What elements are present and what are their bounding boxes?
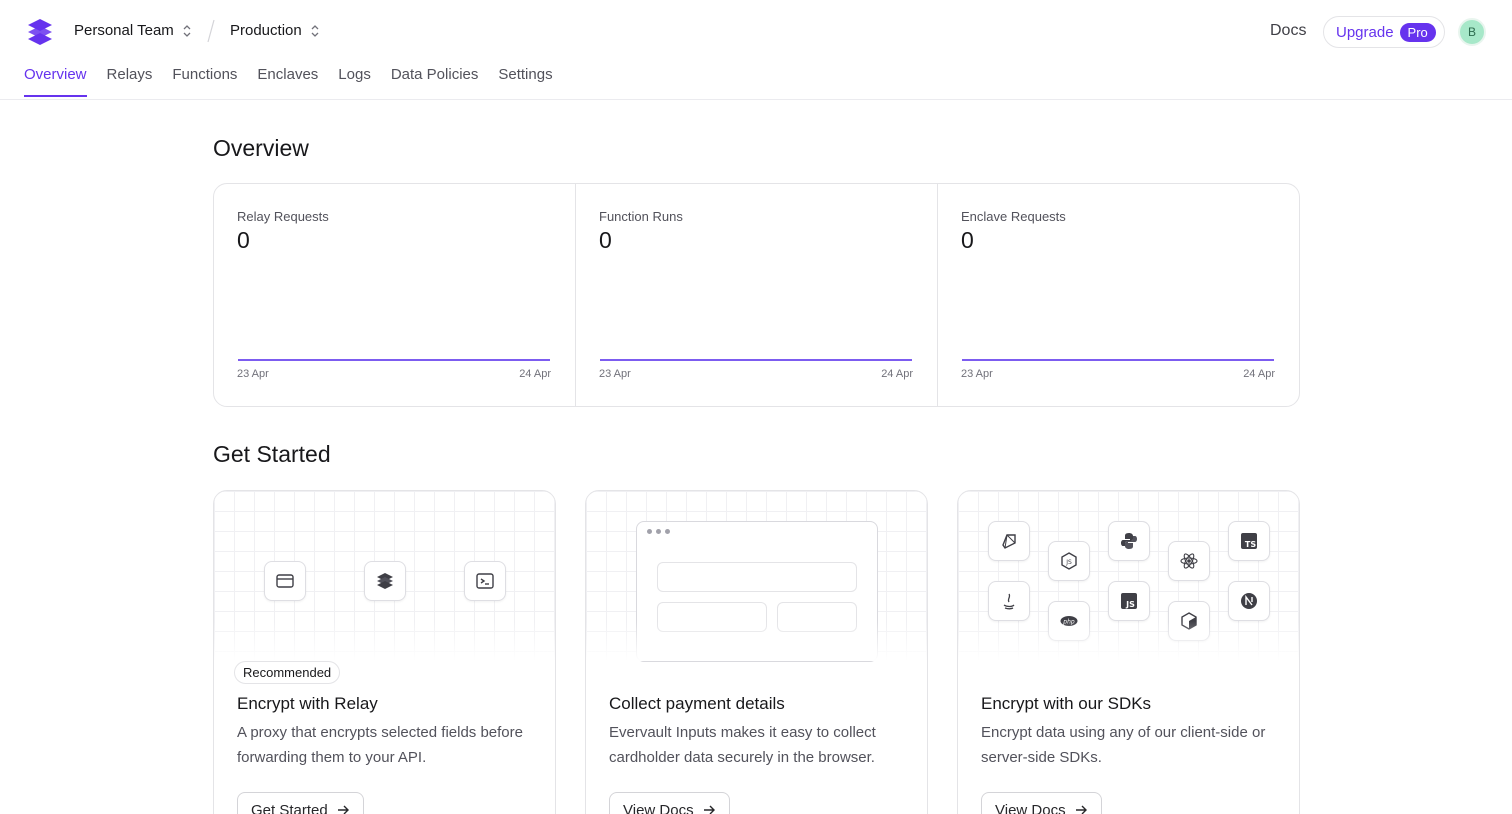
cube-icon — [1168, 601, 1210, 641]
sparkline — [238, 359, 550, 361]
sparkline-start-date: 23 Apr — [237, 368, 269, 380]
card-illustration — [586, 491, 927, 662]
docs-link[interactable]: Docs — [1270, 22, 1307, 39]
view-docs-button[interactable]: View Docs — [981, 792, 1102, 814]
php-icon: php — [1048, 601, 1090, 641]
stat-label: Function Runs — [599, 209, 683, 224]
stat-value: 0 — [599, 227, 612, 253]
svg-text:php: php — [1062, 619, 1075, 626]
stat-label: Enclave Requests — [961, 209, 1066, 224]
tab-data-policies[interactable]: Data Policies — [390, 66, 479, 83]
tab-settings[interactable]: Settings — [498, 66, 553, 83]
tab-functions[interactable]: Functions — [172, 66, 238, 83]
team-name: Personal Team — [74, 22, 174, 39]
stat-label: Relay Requests — [237, 209, 329, 224]
card-encrypt-relay: Recommended Encrypt with Relay A proxy t… — [213, 490, 556, 814]
get-started-heading: Get Started — [213, 441, 331, 467]
window-dots-icon — [647, 529, 670, 534]
sparkline-start-date: 23 Apr — [599, 368, 631, 380]
main-nav: Overview Relays Functions Enclaves Logs … — [24, 66, 553, 97]
button-label: View Docs — [623, 801, 694, 814]
view-docs-button[interactable]: View Docs — [609, 792, 730, 814]
nextjs-icon — [1228, 581, 1270, 621]
nodejs-icon: JS — [1048, 541, 1090, 581]
ruby-icon — [988, 521, 1030, 561]
form-preview-illustration — [636, 521, 878, 662]
card-encrypt-sdks: JS TS php JS — [957, 490, 1300, 814]
card-illustration — [214, 491, 555, 661]
arrow-right-icon — [337, 805, 349, 814]
stats-panel: Relay Requests 0 23 Apr 24 Apr Function … — [213, 183, 1300, 407]
card-title: Encrypt with Relay — [237, 694, 378, 713]
javascript-icon: JS — [1108, 581, 1150, 621]
mock-card-number-field — [657, 562, 857, 592]
get-started-cards: Recommended Encrypt with Relay A proxy t… — [213, 490, 1300, 814]
tab-relays[interactable]: Relays — [106, 66, 153, 83]
java-icon — [988, 581, 1030, 621]
stat-relay-requests: Relay Requests 0 23 Apr 24 Apr — [214, 184, 576, 406]
stat-enclave-requests: Enclave Requests 0 23 Apr 24 Apr — [938, 184, 1299, 406]
arrow-right-icon — [1075, 805, 1087, 814]
card-illustration: JS TS php JS — [958, 491, 1299, 661]
chevron-up-down-icon — [311, 24, 319, 37]
upgrade-button[interactable]: Upgrade Pro — [1323, 16, 1445, 48]
top-bar: Personal Team Production Docs Upgrade Pr… — [0, 0, 1512, 100]
react-icon — [1168, 541, 1210, 581]
button-label: View Docs — [995, 801, 1066, 814]
python-icon — [1108, 521, 1150, 561]
typescript-icon: TS — [1228, 521, 1270, 561]
mock-expiry-field — [657, 602, 767, 632]
svg-text:JS: JS — [1065, 559, 1072, 566]
card-description: Evervault Inputs makes it easy to collec… — [609, 724, 876, 766]
stat-function-runs: Function Runs 0 23 Apr 24 Apr — [576, 184, 938, 406]
pro-badge: Pro — [1399, 22, 1436, 42]
environment-switcher[interactable]: Production — [230, 22, 320, 39]
layers-icon — [364, 561, 406, 601]
card-collect-payment: Collect payment details Evervault Inputs… — [585, 490, 928, 814]
svg-text:TS: TS — [1245, 540, 1256, 549]
sparkline — [600, 359, 912, 361]
get-started-button[interactable]: Get Started — [237, 792, 364, 814]
sparkline-end-date: 24 Apr — [1243, 368, 1275, 380]
sparkline-end-date: 24 Apr — [881, 368, 913, 380]
tab-enclaves[interactable]: Enclaves — [257, 66, 319, 83]
sparkline-end-date: 24 Apr — [519, 368, 551, 380]
overview-heading: Overview — [213, 135, 309, 161]
browser-icon — [264, 561, 306, 601]
sparkline — [962, 359, 1274, 361]
card-title: Encrypt with our SDKs — [981, 694, 1152, 713]
environment-name: Production — [230, 22, 302, 39]
recommended-badge: Recommended — [234, 661, 341, 684]
tab-logs[interactable]: Logs — [338, 66, 371, 83]
avatar[interactable]: B — [1458, 18, 1486, 46]
terminal-icon — [464, 561, 506, 601]
upgrade-label: Upgrade — [1336, 23, 1394, 41]
card-title: Collect payment details — [609, 694, 785, 713]
sparkline-start-date: 23 Apr — [961, 368, 993, 380]
stat-value: 0 — [961, 227, 974, 253]
team-switcher[interactable]: Personal Team — [74, 22, 192, 39]
chevron-up-down-icon — [183, 24, 191, 37]
evervault-logo[interactable] — [24, 16, 56, 48]
button-label: Get Started — [251, 801, 328, 814]
tab-overview[interactable]: Overview — [24, 66, 87, 97]
card-description: Encrypt data using any of our client-sid… — [981, 724, 1266, 766]
arrow-right-icon — [703, 805, 715, 814]
svg-text:JS: JS — [1125, 600, 1135, 609]
card-description: A proxy that encrypts selected fields be… — [237, 724, 523, 766]
breadcrumb-separator — [207, 19, 215, 43]
stat-value: 0 — [237, 227, 250, 253]
mock-cvc-field — [777, 602, 857, 632]
